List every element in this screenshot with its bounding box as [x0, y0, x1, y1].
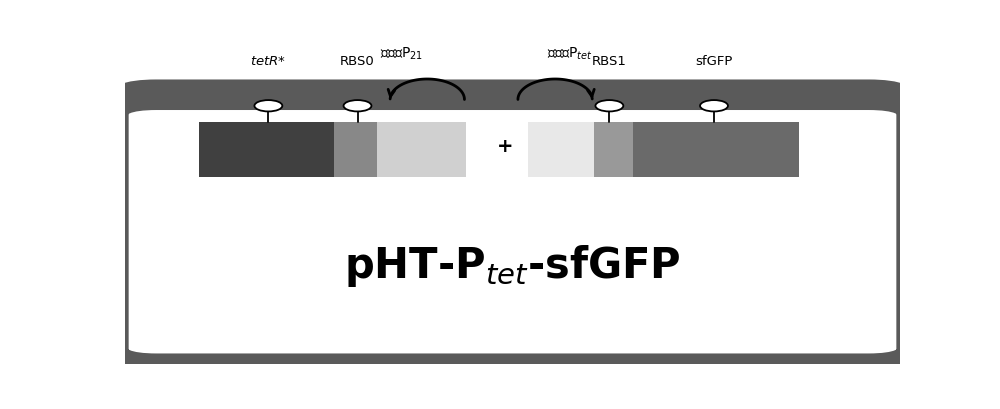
Text: +: + [496, 137, 513, 156]
Circle shape [700, 100, 728, 111]
Text: 启动子P$_{tet}$: 启动子P$_{tet}$ [547, 45, 593, 62]
Text: 启动子P$_{21}$: 启动子P$_{21}$ [380, 45, 423, 62]
Bar [633, 121, 799, 177]
Circle shape [344, 100, 371, 111]
Text: sfGFP: sfGFP [695, 55, 733, 68]
Bar [528, 121, 594, 177]
Bar [334, 121, 377, 177]
Text: pHT-P$_{tet}$-sfGFP: pHT-P$_{tet}$-sfGFP [344, 243, 681, 290]
Bar [377, 121, 466, 177]
Circle shape [254, 100, 282, 111]
Bar [199, 121, 334, 177]
Circle shape [595, 100, 623, 111]
Text: $\it{tetR}$*: $\it{tetR}$* [250, 55, 286, 68]
FancyBboxPatch shape [113, 95, 912, 369]
Bar [594, 121, 633, 177]
Text: RBS1: RBS1 [592, 55, 627, 68]
Text: RBS0: RBS0 [340, 55, 375, 68]
